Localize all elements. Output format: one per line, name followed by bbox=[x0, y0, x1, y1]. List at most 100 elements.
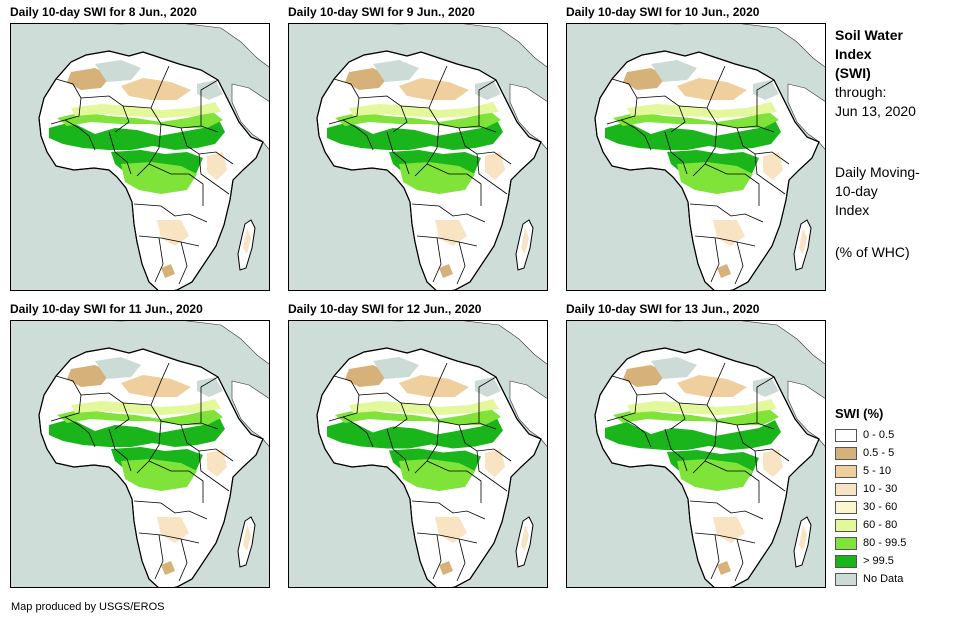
swi-zone bbox=[349, 399, 499, 415]
swi-zone bbox=[121, 162, 197, 194]
legend-swatch bbox=[835, 500, 857, 514]
legend-label: 0.5 - 5 bbox=[863, 447, 895, 459]
africa-map bbox=[288, 23, 548, 291]
map-svg bbox=[567, 24, 825, 290]
index-title-line: (SWI) bbox=[835, 65, 871, 81]
country-border bbox=[694, 532, 756, 544]
swi-zone bbox=[121, 78, 191, 100]
swi-zone bbox=[243, 525, 251, 551]
coastline bbox=[594, 50, 820, 290]
country-border bbox=[154, 534, 164, 580]
country-border bbox=[692, 420, 718, 474]
panel-title: Daily 10-day SWI for 10 Jun., 2020 bbox=[566, 5, 760, 19]
swi-zone bbox=[627, 102, 777, 118]
country-border bbox=[432, 237, 442, 283]
swi-zone bbox=[121, 375, 191, 397]
swi-zone bbox=[677, 375, 747, 397]
country-border bbox=[478, 79, 497, 126]
swi-zone bbox=[345, 365, 389, 387]
country-border bbox=[178, 538, 188, 582]
legend-title: SWI (%) bbox=[835, 406, 884, 421]
swi-zone bbox=[67, 68, 111, 90]
legend-label: > 99.5 bbox=[863, 555, 894, 567]
legend-label: No Data bbox=[863, 573, 904, 585]
coastline bbox=[38, 347, 264, 587]
map-svg bbox=[567, 321, 825, 587]
country-border bbox=[704, 460, 760, 503]
swi-zone bbox=[161, 264, 175, 278]
swi-zone bbox=[799, 525, 807, 551]
map-svg bbox=[289, 321, 547, 587]
legend-label: 5 - 10 bbox=[863, 465, 892, 477]
through-date: Jun 13, 2020 bbox=[835, 103, 916, 119]
country-border bbox=[456, 538, 466, 582]
country-border bbox=[694, 235, 756, 247]
country-border bbox=[328, 375, 360, 422]
swi-zone bbox=[349, 102, 499, 118]
country-border bbox=[606, 78, 638, 125]
legend-swatch bbox=[835, 482, 857, 496]
country-border bbox=[754, 153, 786, 195]
legend-label: 10 - 30 bbox=[863, 483, 898, 495]
country-border bbox=[50, 375, 82, 422]
legend-label: 30 - 60 bbox=[863, 501, 898, 513]
swi-zone bbox=[49, 417, 225, 447]
description-line: Daily Moving- bbox=[835, 164, 920, 180]
swi-zone bbox=[399, 375, 469, 397]
country-border bbox=[664, 428, 688, 472]
country-border bbox=[133, 203, 208, 223]
swi-zone bbox=[605, 120, 781, 150]
panel-title: Daily 10-day SWI for 13 Jun., 2020 bbox=[566, 302, 760, 316]
index-title: Soil Water Index (SWI) through: Jun 13, … bbox=[835, 26, 916, 121]
swi-zone bbox=[207, 449, 227, 477]
country-border bbox=[386, 131, 410, 175]
country-border bbox=[122, 65, 170, 109]
country-border bbox=[154, 237, 164, 283]
country-border bbox=[342, 119, 374, 151]
swi-zone bbox=[435, 517, 467, 543]
swi-zone bbox=[613, 409, 779, 425]
swi-zone bbox=[95, 60, 141, 82]
swi-zone bbox=[121, 459, 197, 491]
swi-zone bbox=[763, 449, 783, 477]
swi-zone bbox=[435, 220, 467, 246]
europe-land bbox=[389, 321, 547, 365]
country-border bbox=[148, 163, 204, 206]
country-border bbox=[136, 420, 162, 474]
swi-zone bbox=[613, 112, 779, 128]
swi-zone bbox=[677, 162, 753, 194]
swi-zone bbox=[327, 418, 503, 449]
country-border bbox=[734, 241, 744, 285]
swi-zone bbox=[161, 561, 175, 575]
europe-land bbox=[111, 321, 269, 365]
swi-zone bbox=[713, 220, 745, 246]
country-border bbox=[456, 241, 466, 285]
country-border bbox=[414, 420, 440, 474]
country-border bbox=[692, 123, 718, 177]
swi-zone bbox=[399, 459, 475, 491]
swi-zone bbox=[197, 80, 223, 100]
legend-swatch bbox=[835, 446, 857, 460]
africa-map bbox=[566, 23, 826, 291]
swi-zone bbox=[95, 357, 141, 379]
europe-land bbox=[667, 24, 825, 68]
europe-land bbox=[111, 24, 269, 68]
swi-zone bbox=[67, 365, 111, 387]
legend-swatch bbox=[835, 518, 857, 532]
through-label: through: bbox=[835, 84, 887, 100]
swi-zone bbox=[71, 399, 221, 415]
europe-land bbox=[667, 321, 825, 365]
africa-map bbox=[288, 320, 548, 588]
country-border bbox=[426, 460, 482, 503]
swi-zone bbox=[439, 264, 453, 278]
country-border bbox=[476, 450, 508, 492]
swi-zone bbox=[623, 68, 667, 90]
legend-swatch bbox=[835, 428, 857, 442]
legend-swatch bbox=[835, 572, 857, 586]
legend-item: 10 - 30 bbox=[835, 480, 906, 498]
europe-land bbox=[389, 24, 547, 68]
swi-zone bbox=[157, 220, 189, 246]
swi-zone bbox=[157, 517, 189, 543]
country-border bbox=[414, 123, 440, 177]
country-border bbox=[476, 153, 508, 195]
